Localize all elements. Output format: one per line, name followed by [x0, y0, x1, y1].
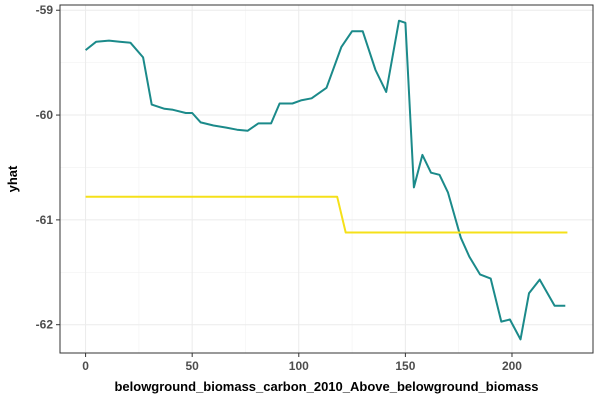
- y-tick-label: -61: [36, 213, 54, 227]
- x-tick-label: 100: [289, 359, 309, 373]
- x-tick-label: 50: [186, 359, 200, 373]
- series-line-2: [85, 195, 568, 234]
- series-lines: [84, 19, 568, 341]
- grid: [60, 5, 593, 353]
- x-axis-title: belowground_biomass_carbon_2010_Above_be…: [114, 379, 538, 394]
- y-tick-label: -59: [36, 3, 54, 17]
- series-line-1: [84, 19, 566, 341]
- y-tick-label: -60: [36, 108, 54, 122]
- y-axis-title: yhat: [5, 165, 20, 192]
- plot-panel-border: [59, 4, 594, 354]
- x-tick-label: 150: [395, 359, 415, 373]
- y-tick-label: -62: [36, 318, 54, 332]
- axes: 0 50 100 150 200 -59 -60 -61 -62: [36, 3, 523, 373]
- x-tick-label: 0: [82, 359, 89, 373]
- x-tick-label: 200: [502, 359, 522, 373]
